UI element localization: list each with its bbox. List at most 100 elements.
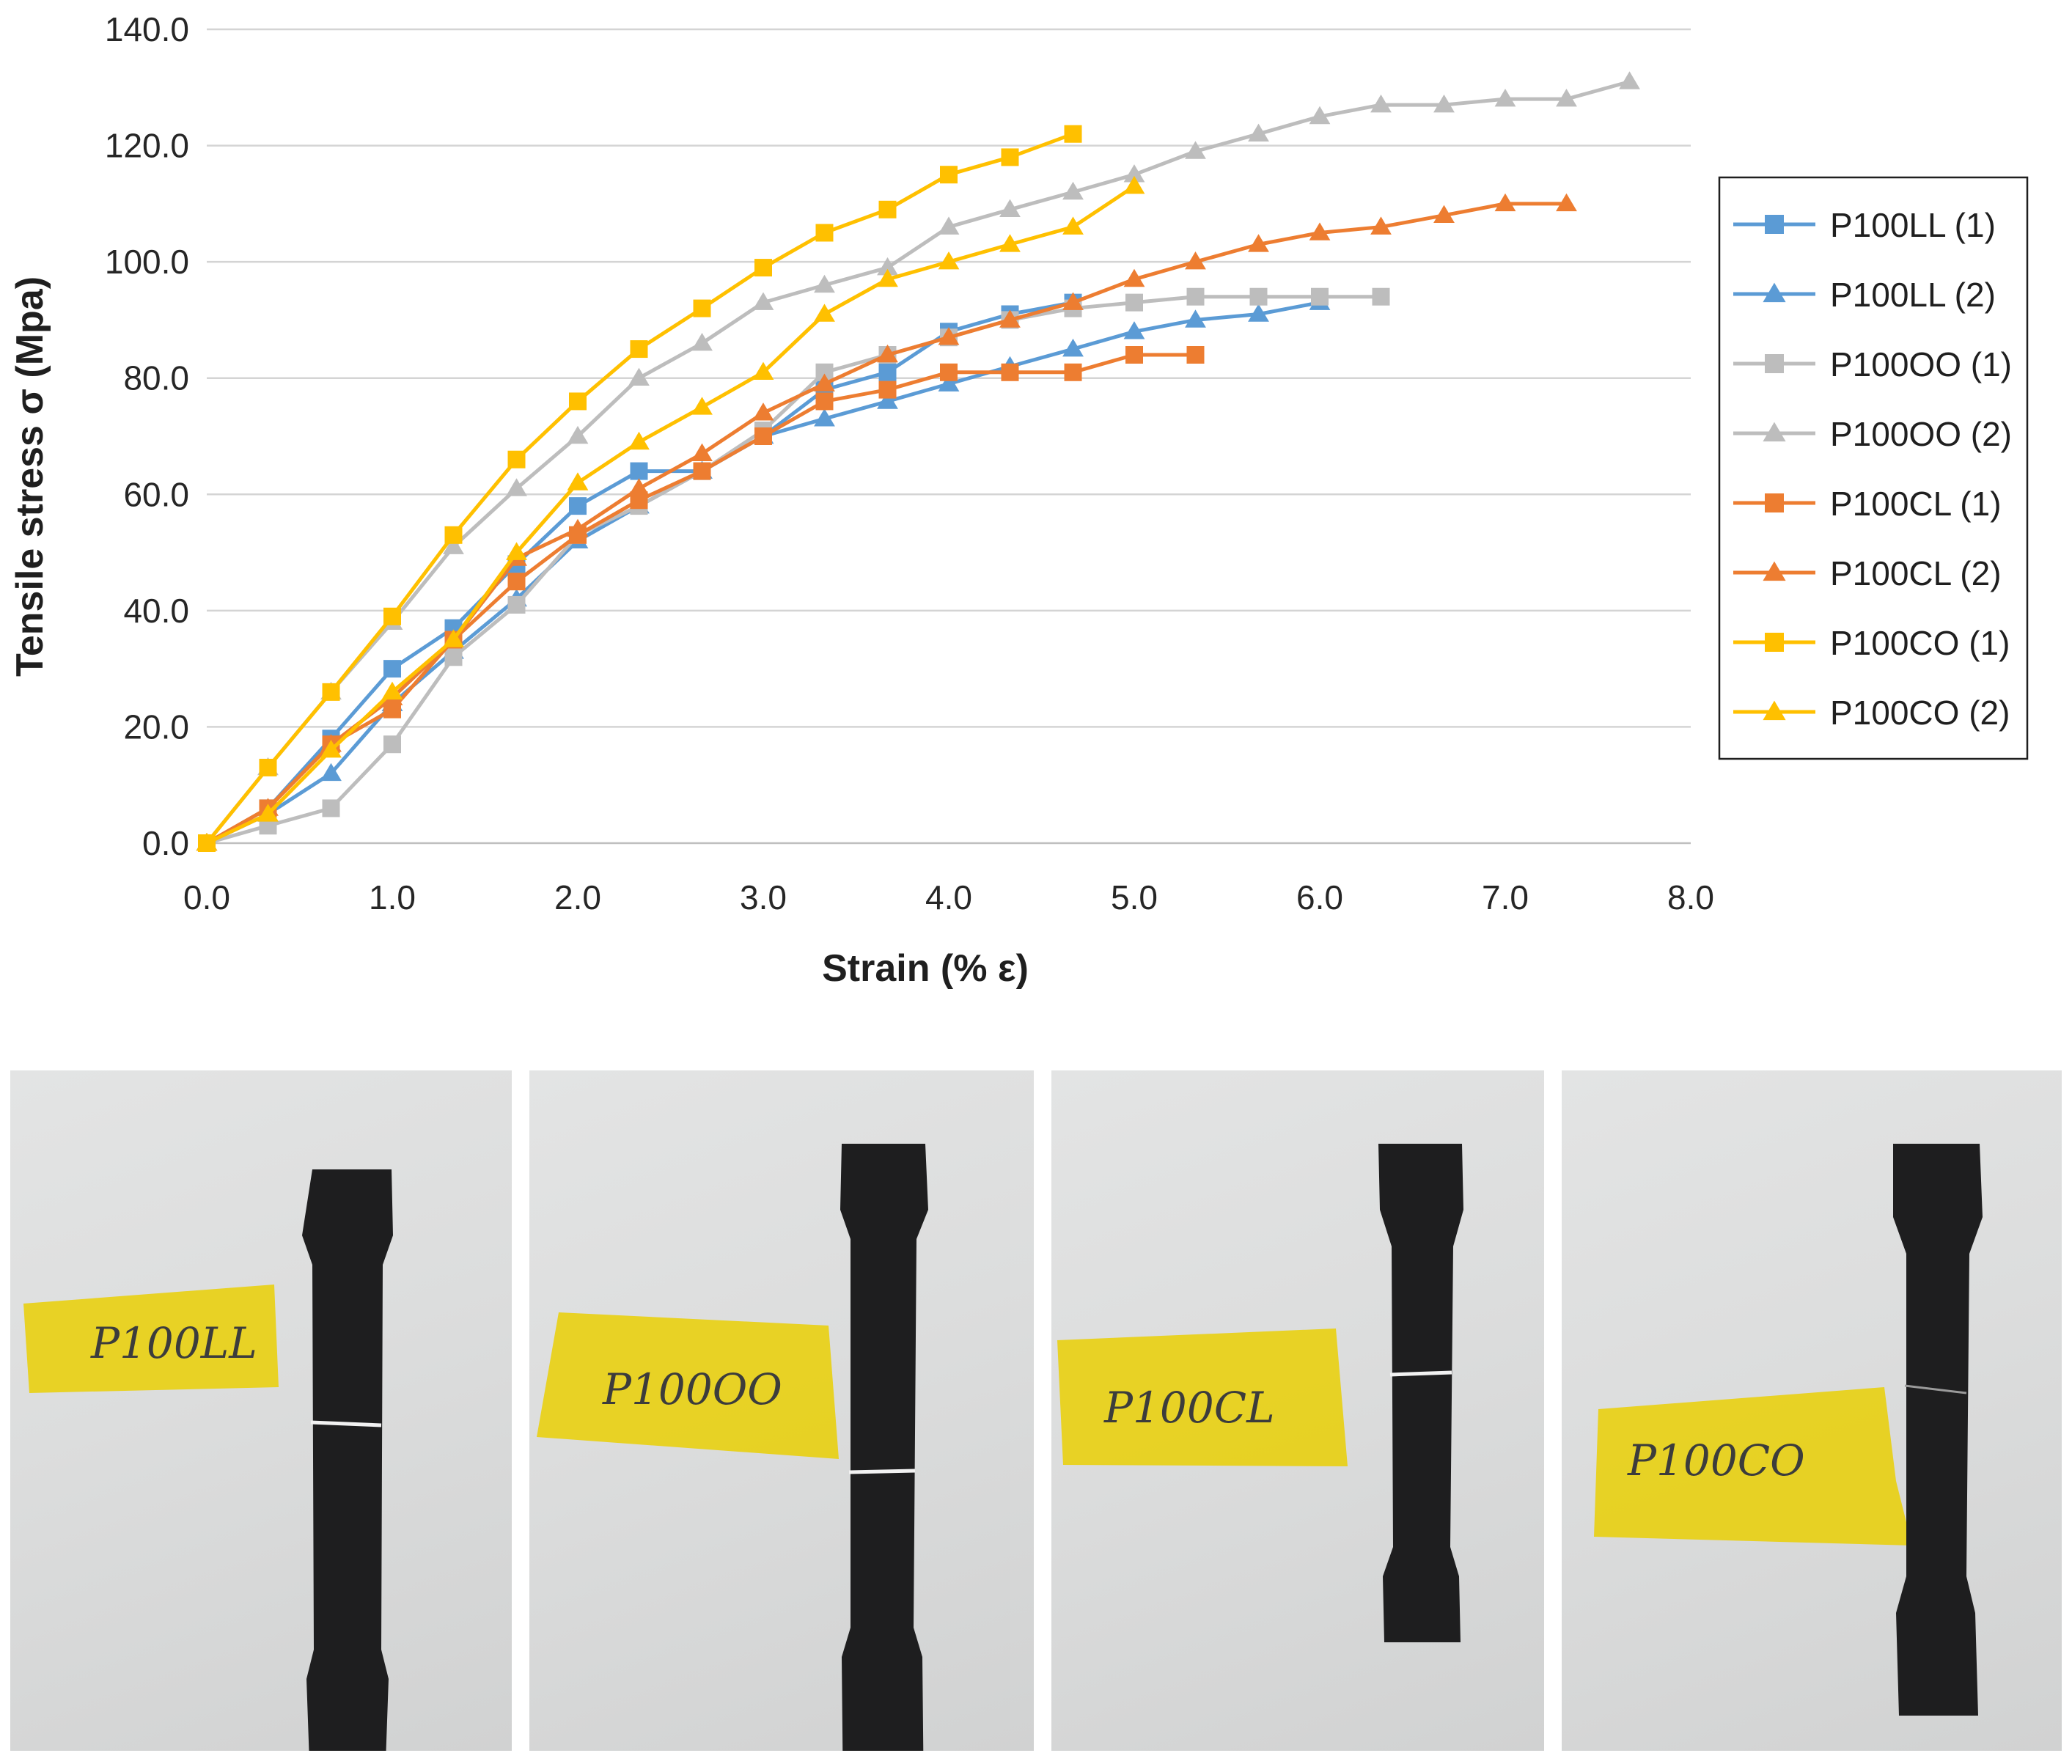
data-point-triangle xyxy=(443,629,464,647)
series-line xyxy=(205,353,1196,845)
data-point-triangle xyxy=(938,373,960,392)
y-tick-label: 100.0 xyxy=(105,243,189,281)
data-point-triangle xyxy=(1370,94,1392,113)
data-point-square xyxy=(878,363,897,381)
specimen-bar xyxy=(1378,1144,1463,1642)
data-point-square xyxy=(444,648,463,666)
data-point-square xyxy=(693,462,711,480)
data-point-triangle xyxy=(1494,193,1516,212)
x-tick-label: 7.0 xyxy=(1482,878,1529,916)
data-point-triangle xyxy=(814,274,835,293)
data-point-triangle xyxy=(999,234,1021,252)
x-tick-label: 0.0 xyxy=(183,878,230,916)
data-point-triangle xyxy=(628,367,650,386)
fracture-line xyxy=(1389,1370,1452,1377)
data-point-triangle xyxy=(1185,141,1206,159)
data-point-triangle xyxy=(1433,94,1455,113)
data-point-triangle xyxy=(1123,175,1145,194)
legend-label: P100OO (2) xyxy=(1830,415,2012,453)
legend-label: P100CO (1) xyxy=(1830,624,2010,662)
chart-series xyxy=(196,71,1640,852)
legend-entry: P100LL (1) xyxy=(1733,206,1996,244)
chart-gridlines xyxy=(207,28,1691,845)
data-point-square xyxy=(940,363,958,381)
legend-marker-triangle xyxy=(1763,700,1786,721)
data-point-triangle xyxy=(1062,181,1084,200)
x-axis-label: Strain (% ε) xyxy=(822,947,1029,990)
data-point-square xyxy=(1186,287,1205,306)
data-point-triangle xyxy=(691,397,713,415)
data-point-triangle xyxy=(1494,89,1516,107)
chart-axes: 0.0 20.0 40.0 60.0 80.0 100.0 120.0 140.0 0.0 1.0… xyxy=(105,10,1714,916)
legend-marker-square xyxy=(1765,354,1784,373)
tensile-stress-chart: 0.0 20.0 40.0 60.0 80.0 100.0 120.0 140.0 0.0 1.0… xyxy=(9,10,2029,990)
legend-label: P100OO (1) xyxy=(1830,345,2012,383)
data-point-triangle xyxy=(381,681,403,700)
y-tick-label: 0.0 xyxy=(142,824,189,862)
x-tick-label: 2.0 xyxy=(554,878,601,916)
data-point-square xyxy=(754,259,772,277)
legend-entry: P100OO (2) xyxy=(1733,415,2012,453)
series-p100oo-2 xyxy=(196,71,1640,851)
data-point-square xyxy=(507,450,526,468)
data-point-square xyxy=(507,573,526,591)
legend-marker-triangle xyxy=(1763,561,1786,581)
data-point-square xyxy=(1125,293,1143,312)
data-point-triangle xyxy=(567,472,589,490)
data-point-triangle xyxy=(752,361,774,381)
data-point-square xyxy=(878,200,897,218)
data-point-square xyxy=(940,166,958,184)
data-point-square xyxy=(569,497,587,515)
data-point-triangle xyxy=(628,431,650,450)
legend-label: P100LL (1) xyxy=(1830,206,1996,244)
y-tick-label: 40.0 xyxy=(123,592,189,630)
x-tick-label: 8.0 xyxy=(1667,878,1714,916)
data-point-triangle xyxy=(1123,268,1145,287)
data-point-triangle xyxy=(628,478,650,496)
data-point-triangle xyxy=(1062,338,1084,357)
series-p100cl-2 xyxy=(196,193,1577,851)
photo-specimen-p100ll: P100LL xyxy=(10,1070,512,1751)
tape-label-bg xyxy=(537,1312,839,1459)
data-point-triangle xyxy=(1185,309,1206,328)
data-point-square xyxy=(878,381,897,399)
x-tick-label: 4.0 xyxy=(925,878,972,916)
data-point-triangle xyxy=(877,391,898,409)
series-line xyxy=(205,184,1136,845)
data-point-square xyxy=(1311,287,1329,306)
specimen-bar xyxy=(1893,1144,1983,1716)
data-point-square xyxy=(1064,125,1082,143)
legend-entry: P100CO (2) xyxy=(1733,694,2010,732)
legend-marker-square xyxy=(1765,633,1784,652)
data-point-square xyxy=(1001,148,1019,166)
data-point-square xyxy=(507,595,526,614)
data-point-square xyxy=(259,758,277,776)
data-point-triangle xyxy=(814,373,835,392)
specimen-bar xyxy=(302,1169,393,1751)
y-tick-label: 140.0 xyxy=(105,10,189,48)
data-point-triangle xyxy=(196,832,218,851)
data-point-triangle xyxy=(506,542,527,560)
data-point-triangle xyxy=(1619,71,1640,89)
data-point-triangle xyxy=(938,327,960,345)
data-point-triangle xyxy=(999,199,1021,218)
data-point-triangle xyxy=(443,536,464,554)
data-point-square xyxy=(754,427,772,445)
data-point-triangle xyxy=(1123,321,1145,339)
data-point-triangle xyxy=(691,333,713,351)
data-point-square xyxy=(1001,363,1019,381)
series-p100co-2 xyxy=(196,175,1145,851)
data-point-square xyxy=(815,224,834,242)
data-point-square xyxy=(383,660,401,678)
x-tick-label: 5.0 xyxy=(1111,878,1158,916)
data-point-triangle xyxy=(1062,292,1084,310)
data-point-triangle xyxy=(814,304,835,322)
tape-label-bg xyxy=(1057,1328,1348,1466)
data-point-square xyxy=(383,735,401,754)
data-point-square xyxy=(1186,346,1205,364)
fracture-line xyxy=(1904,1384,1967,1394)
data-point-triangle xyxy=(877,268,898,287)
legend-entry: P100LL (2) xyxy=(1733,276,1996,314)
data-point-triangle xyxy=(320,740,342,758)
legend-box xyxy=(1718,176,2029,760)
